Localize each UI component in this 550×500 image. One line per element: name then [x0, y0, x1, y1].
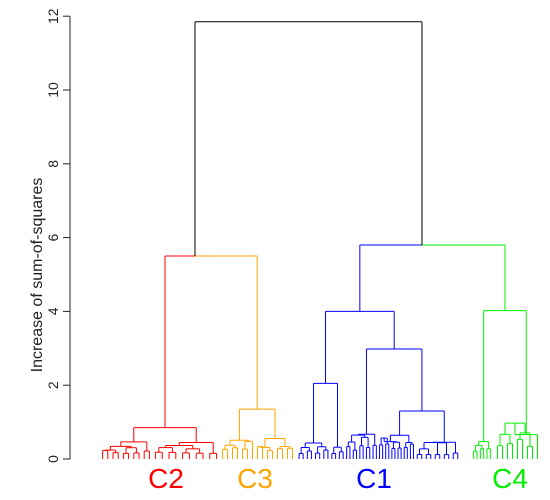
y-tick-label: 8: [45, 160, 61, 168]
y-axis: 0 2 4 6 8 10 12: [45, 8, 71, 463]
y-tick-label: 0: [45, 455, 61, 463]
y-tick-label: 6: [45, 233, 61, 241]
y-tick-label: 4: [45, 307, 61, 315]
y-axis-label: Increase of sum-of-squares: [29, 178, 46, 373]
y-tick-label: 2: [45, 381, 61, 389]
y-tick-label: 10: [45, 82, 61, 98]
cluster-labels: C2 C3 C1 C4: [148, 463, 528, 494]
cluster-label-c1: C1: [356, 463, 392, 494]
cluster-label-c3: C3: [237, 463, 273, 494]
cluster-label-c2: C2: [148, 463, 184, 494]
y-tick-label: 12: [45, 8, 61, 24]
dendrogram-tree: [102, 21, 538, 459]
cluster-label-c4: C4: [492, 463, 528, 494]
